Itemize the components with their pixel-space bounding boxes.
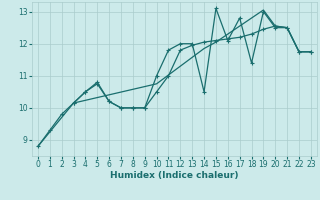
X-axis label: Humidex (Indice chaleur): Humidex (Indice chaleur) [110,171,239,180]
